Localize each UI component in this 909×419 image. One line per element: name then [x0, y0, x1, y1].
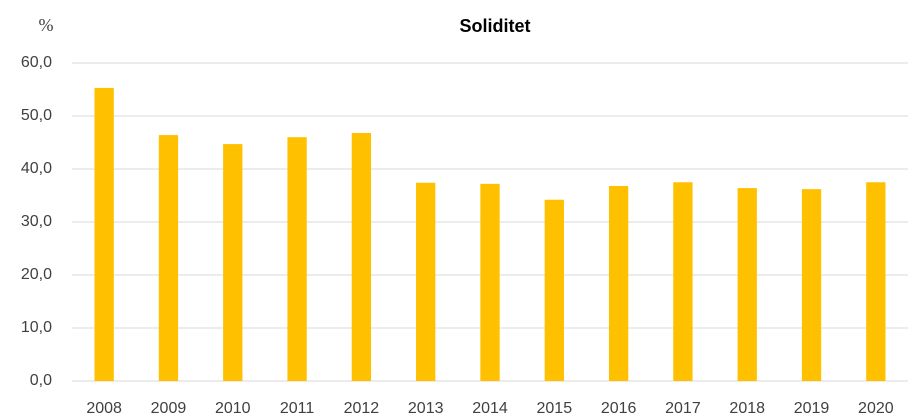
x-tick-label: 2020 [858, 400, 894, 417]
x-tick-label: 2017 [665, 400, 701, 417]
y-tick-label: 10,0 [21, 319, 52, 336]
x-tick-label: 2008 [86, 400, 122, 417]
x-tick-label: 2016 [601, 400, 637, 417]
x-tick-label: 2014 [472, 400, 508, 417]
x-tick-label: 2009 [151, 400, 187, 417]
y-tick-label: 50,0 [21, 107, 52, 124]
y-tick-label: 60,0 [21, 54, 52, 71]
y-tick-label: 40,0 [21, 160, 52, 177]
x-tick-label: 2018 [729, 400, 765, 417]
x-tick-label: 2015 [537, 400, 573, 417]
y-tick-label: 30,0 [21, 213, 52, 230]
bar [94, 87, 114, 381]
bar [673, 182, 693, 381]
x-tick-label: 2019 [794, 400, 830, 417]
bar [801, 189, 822, 381]
x-tick-label: 2012 [344, 400, 380, 417]
bar [416, 182, 436, 381]
y-axis-label: % [39, 15, 54, 35]
x-tick-label: 2010 [215, 400, 251, 417]
chart-title: Soliditet [460, 16, 531, 36]
x-tick-label: 2011 [280, 400, 315, 417]
bar [158, 135, 179, 381]
bar [351, 132, 372, 381]
bar [223, 144, 243, 381]
bar [866, 182, 886, 381]
bar [544, 199, 564, 381]
y-tick-label: 20,0 [21, 266, 52, 283]
bar [608, 185, 629, 381]
bar [737, 188, 757, 381]
x-tick-label: 2013 [408, 400, 444, 417]
bar [480, 183, 500, 381]
y-tick-label: 0,0 [30, 372, 52, 389]
bar [287, 137, 307, 381]
